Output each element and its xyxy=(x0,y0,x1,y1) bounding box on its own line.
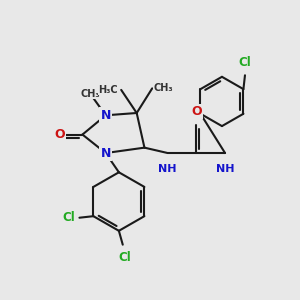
Text: Cl: Cl xyxy=(118,251,131,264)
Text: NH: NH xyxy=(158,164,177,174)
Text: O: O xyxy=(54,128,64,141)
Text: Cl: Cl xyxy=(62,211,75,224)
Text: NH: NH xyxy=(216,164,234,174)
Text: CH₃: CH₃ xyxy=(80,89,100,99)
Text: H₃C: H₃C xyxy=(98,85,118,95)
Text: O: O xyxy=(191,105,202,119)
Text: Cl: Cl xyxy=(238,56,251,69)
Text: CH₃: CH₃ xyxy=(154,83,173,93)
Text: N: N xyxy=(100,109,111,122)
Text: N: N xyxy=(100,146,111,160)
